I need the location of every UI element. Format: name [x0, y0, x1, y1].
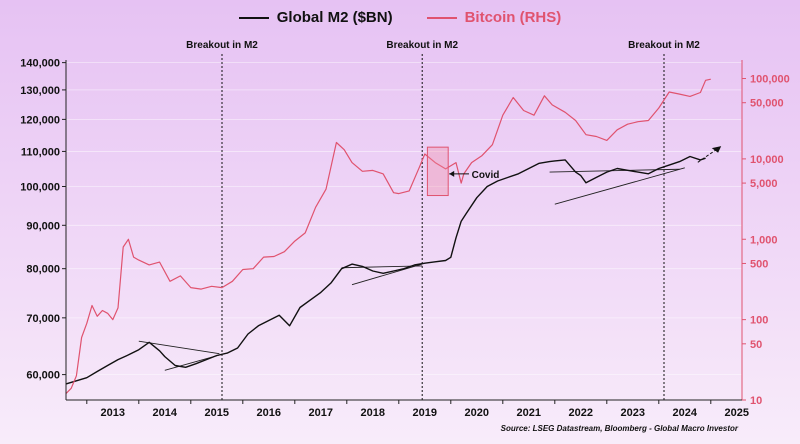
- left-tick-label: 120,000: [20, 114, 60, 126]
- x-tick-label: 2020: [465, 407, 489, 419]
- projection-arrow-head: [711, 146, 722, 153]
- left-tick-label: 90,000: [26, 220, 60, 232]
- legend-item-m2: Global M2 ($BN): [238, 9, 393, 26]
- x-tick-label: 2018: [361, 407, 385, 419]
- series-group: [65, 78, 711, 395]
- right-tick-label: 10,000: [750, 154, 784, 166]
- left-tick-label: 70,000: [26, 313, 60, 325]
- right-tick-label: 5,000: [750, 178, 778, 190]
- right-tick-label: 1,000: [750, 234, 778, 246]
- x-tick-label: 2016: [257, 407, 281, 419]
- covid-arrow-head: [449, 170, 455, 177]
- right-tick-label: 100,000: [750, 74, 790, 86]
- right-tick-label: 500: [750, 258, 768, 270]
- left-tick-label: 100,000: [20, 182, 60, 194]
- annotations-group: Covid: [426, 146, 722, 197]
- x-tick-label: 2017: [309, 407, 333, 419]
- legend-swatch-m2: [238, 16, 269, 19]
- legend-label-bitcoin: Bitcoin (RHS): [464, 9, 562, 26]
- left-tick-label: 80,000: [26, 264, 60, 276]
- left-tick-label: 60,000: [26, 370, 60, 382]
- x-tick-label: 2025: [725, 407, 749, 419]
- breakout-label: Breakout in M2: [386, 40, 458, 51]
- trend-lines: [138, 167, 685, 371]
- right-tick-label: 50,000: [750, 98, 784, 110]
- bitcoin-series-line: [65, 78, 711, 395]
- x-tick-label: 2015: [205, 407, 229, 419]
- left-tick-label: 130,000: [20, 85, 60, 97]
- x-tick-label: 2023: [621, 407, 645, 419]
- axes-group: 60,000 70,000 80,000 90,000 100,000 110,000 12…: [20, 58, 790, 419]
- right-tick-label: 10: [750, 395, 762, 407]
- trend-line: [554, 167, 685, 205]
- grid-lines: [66, 62, 742, 375]
- trend-line: [351, 263, 423, 286]
- x-tick-label: 2013: [101, 407, 125, 419]
- right-tick-label: 50: [750, 339, 762, 351]
- covid-box: [426, 146, 449, 197]
- legend: Global M2 ($BN) Bitcoin (RHS): [0, 9, 800, 26]
- breakout-label: Breakout in M2: [186, 40, 258, 51]
- breakout-label: Breakout in M2: [628, 40, 700, 51]
- covid-label: Covid: [472, 170, 500, 181]
- right-tick-label: 100: [750, 315, 768, 327]
- breakout-lines: Breakout in M2 Breakout in M2 Breakout in …: [186, 40, 700, 400]
- legend-label-m2: Global M2 ($BN): [276, 9, 393, 26]
- x-tick-label: 2021: [517, 407, 541, 419]
- left-tick-label: 110,000: [21, 146, 60, 158]
- trend-line: [341, 265, 423, 269]
- legend-item-bitcoin: Bitcoin (RHS): [426, 9, 562, 26]
- legend-swatch-bitcoin: [426, 16, 457, 19]
- source-note: Source: LSEG Datastream, Bloomberg - Glo…: [500, 424, 738, 433]
- x-tick-label: 2019: [413, 407, 437, 419]
- left-tick-label: 140,000: [20, 58, 60, 70]
- m2-series-line: [65, 155, 706, 385]
- trend-line: [138, 340, 220, 355]
- x-tick-label: 2014: [153, 407, 178, 419]
- x-tick-label: 2022: [569, 407, 593, 419]
- x-tick-label: 2024: [673, 407, 698, 419]
